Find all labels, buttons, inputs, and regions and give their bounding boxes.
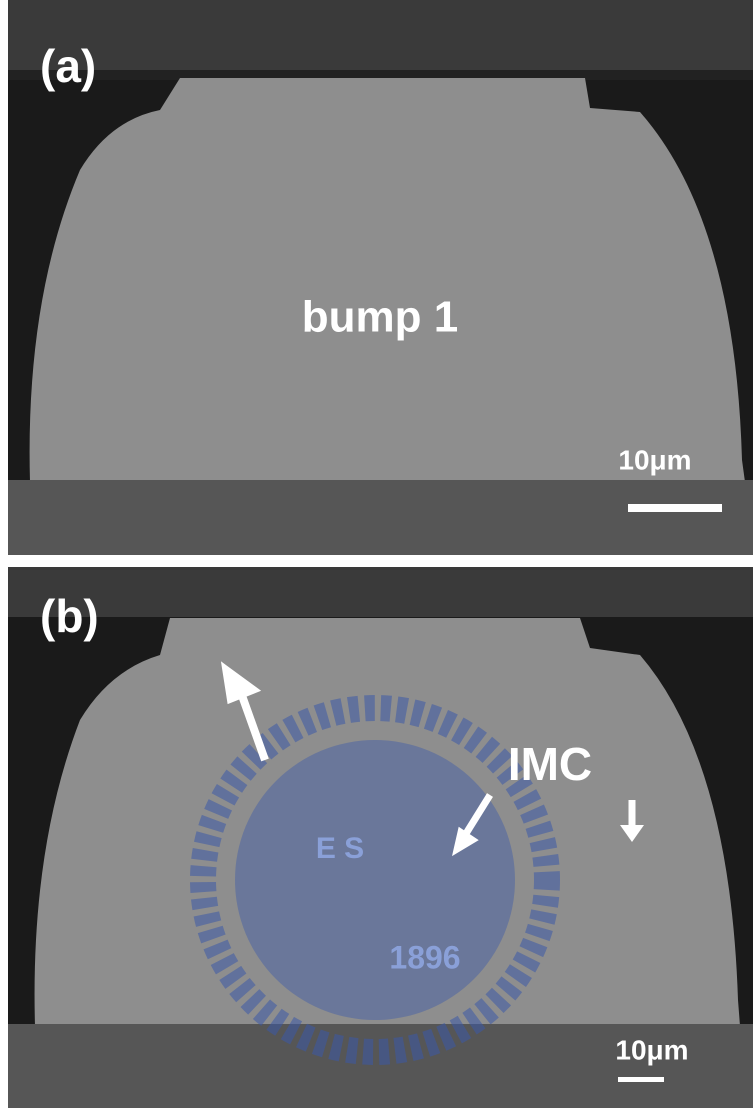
watermark-year: 1896 (389, 939, 460, 975)
scale-bar (628, 504, 722, 512)
top-substrate (8, 0, 753, 72)
figure: (a) bump 1 10μm E S 1896 (b) IMC 10μm (0, 0, 753, 1108)
scale-bar-label: 10μm (618, 444, 691, 475)
annotation: IMC (508, 738, 592, 790)
bottom-substrate (8, 480, 753, 555)
panel-b: E S 1896 (b) IMC 10μm (8, 567, 753, 1108)
scale-bar (618, 1077, 664, 1082)
scale-bar-label: 10μm (615, 1034, 688, 1065)
panel-label: (b) (40, 590, 99, 642)
panel-a: (a) bump 1 10μm (8, 0, 753, 555)
bump (30, 78, 745, 482)
panel-label: (a) (40, 40, 96, 92)
annotation: bump 1 (302, 293, 458, 342)
top-substrate (8, 567, 753, 617)
watermark-disc (235, 740, 515, 1020)
watermark-letters: E S (316, 832, 364, 865)
